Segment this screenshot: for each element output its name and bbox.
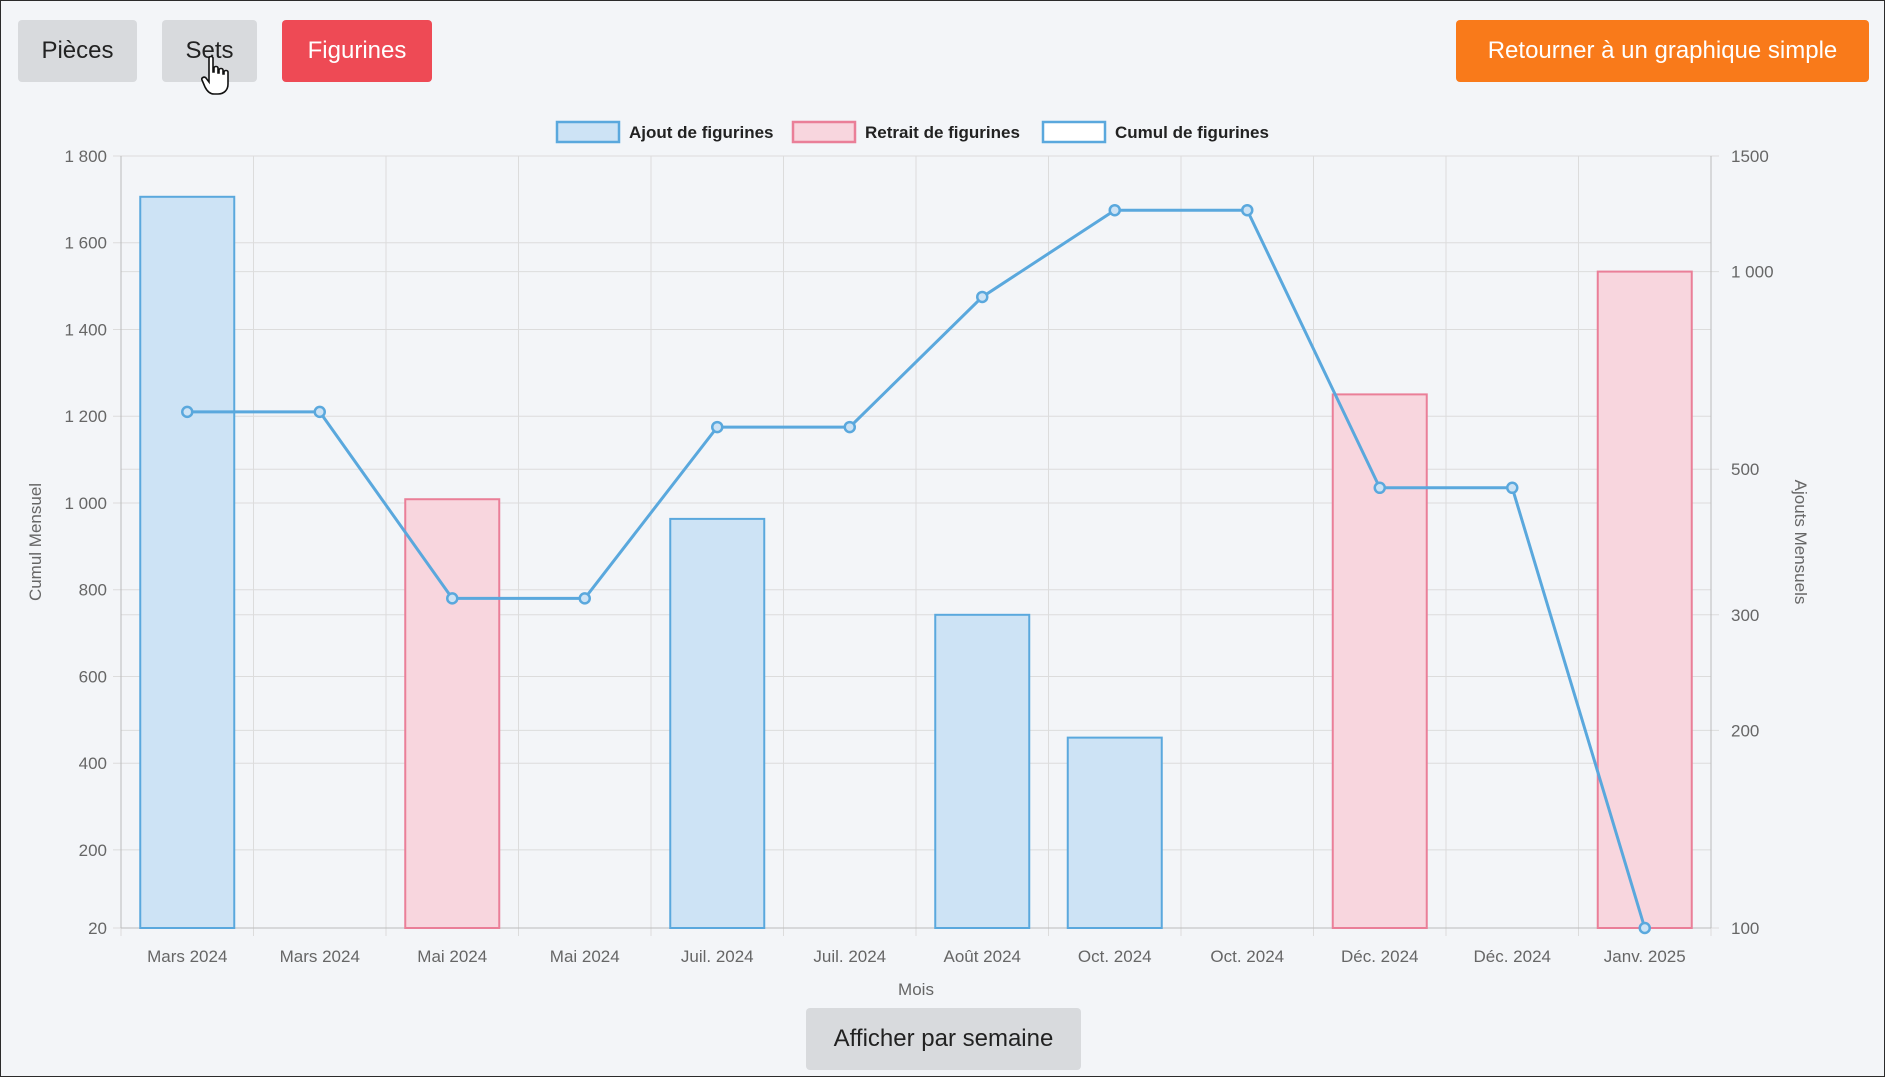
x-tick-label: Mai 2024: [417, 947, 487, 966]
bar-retrait: [404, 498, 501, 929]
bar-ajout: [139, 195, 236, 929]
y-right-tick-label: 1 000: [1731, 263, 1774, 282]
y-left-axis-title: Cumul Mensuel: [26, 483, 45, 601]
line-cumul: [187, 208, 1647, 929]
point-cumul: [1108, 203, 1121, 217]
bar-retrait: [1596, 270, 1693, 929]
point-cumul: [976, 290, 989, 304]
y-right-tick-label: 500: [1731, 460, 1759, 479]
point-cumul: [1241, 203, 1254, 217]
hand-cursor-icon: [201, 56, 229, 95]
x-tick-label: Juil. 2024: [681, 947, 754, 966]
point-cumul: [843, 420, 856, 434]
legend-retrait-label: Retrait de figurines: [865, 123, 1020, 142]
x-tick-label: Déc. 2024: [1474, 947, 1552, 966]
figurines-button[interactable]: Figurines: [282, 20, 432, 82]
bar-ajout: [669, 517, 766, 929]
y-right-axis-title: Ajouts Mensuels: [1791, 480, 1810, 605]
bar-retrait: [1331, 393, 1428, 929]
x-tick-label: Oct. 2024: [1210, 947, 1284, 966]
point-cumul: [1638, 921, 1651, 935]
y-left-tick-label: 400: [79, 754, 107, 773]
y-right-tick-label: 100: [1731, 919, 1759, 938]
point-cumul: [181, 405, 194, 419]
x-tick-label: Mai 2024: [550, 947, 620, 966]
point-cumul: [1373, 481, 1386, 495]
y-left-tick-label: 1 000: [64, 494, 107, 513]
y-left-tick-label: 1 200: [64, 407, 107, 426]
legend-cumul-label: Cumul de figurines: [1115, 123, 1269, 142]
point-cumul: [1506, 481, 1519, 495]
point-cumul: [313, 405, 326, 419]
bar-ajout: [1066, 736, 1163, 930]
legend-cumul-swatch: [1041, 120, 1107, 144]
y-right-tick-label: 1500: [1731, 147, 1769, 166]
y-right-tick-label: 200: [1731, 721, 1759, 740]
x-tick-label: Juil. 2024: [813, 947, 886, 966]
return-simple-chart-button[interactable]: Retourner à un graphique simple: [1456, 20, 1869, 82]
x-tick-label: Oct. 2024: [1078, 947, 1152, 966]
y-left-tick-label: 200: [79, 841, 107, 860]
bar-ajout: [934, 613, 1031, 930]
pieces-button[interactable]: Pièces: [18, 20, 137, 82]
y-left-tick-label: 600: [79, 667, 107, 686]
y-left-tick-label: 1 800: [64, 147, 107, 166]
weekly-view-button[interactable]: Afficher par semaine: [806, 1008, 1081, 1070]
x-tick-label: Janv. 2025: [1604, 947, 1686, 966]
y-right-tick-label: 300: [1731, 606, 1759, 625]
y-left-tick-label: 1 400: [64, 320, 107, 339]
x-axis-title: Mois: [898, 980, 934, 999]
legend-ajout-label: Ajout de figurines: [629, 123, 774, 142]
y-left-tick-label: 20: [88, 919, 107, 938]
x-tick-label: Mars 2024: [147, 947, 227, 966]
point-cumul: [446, 592, 459, 605]
legend-ajout-swatch: [555, 120, 621, 144]
x-tick-label: Déc. 2024: [1341, 947, 1419, 966]
x-tick-label: Mars 2024: [280, 947, 360, 966]
point-cumul: [578, 592, 591, 605]
x-tick-label: Août 2024: [943, 947, 1021, 966]
legend-retrait-swatch: [791, 120, 857, 144]
y-left-tick-label: 1 600: [64, 234, 107, 253]
y-left-tick-label: 800: [79, 581, 107, 600]
point-cumul: [711, 420, 724, 434]
chart: 20 200 400 600 800 1 000 1 200 1 400 1 600 1 800 1…: [26, 120, 1810, 999]
